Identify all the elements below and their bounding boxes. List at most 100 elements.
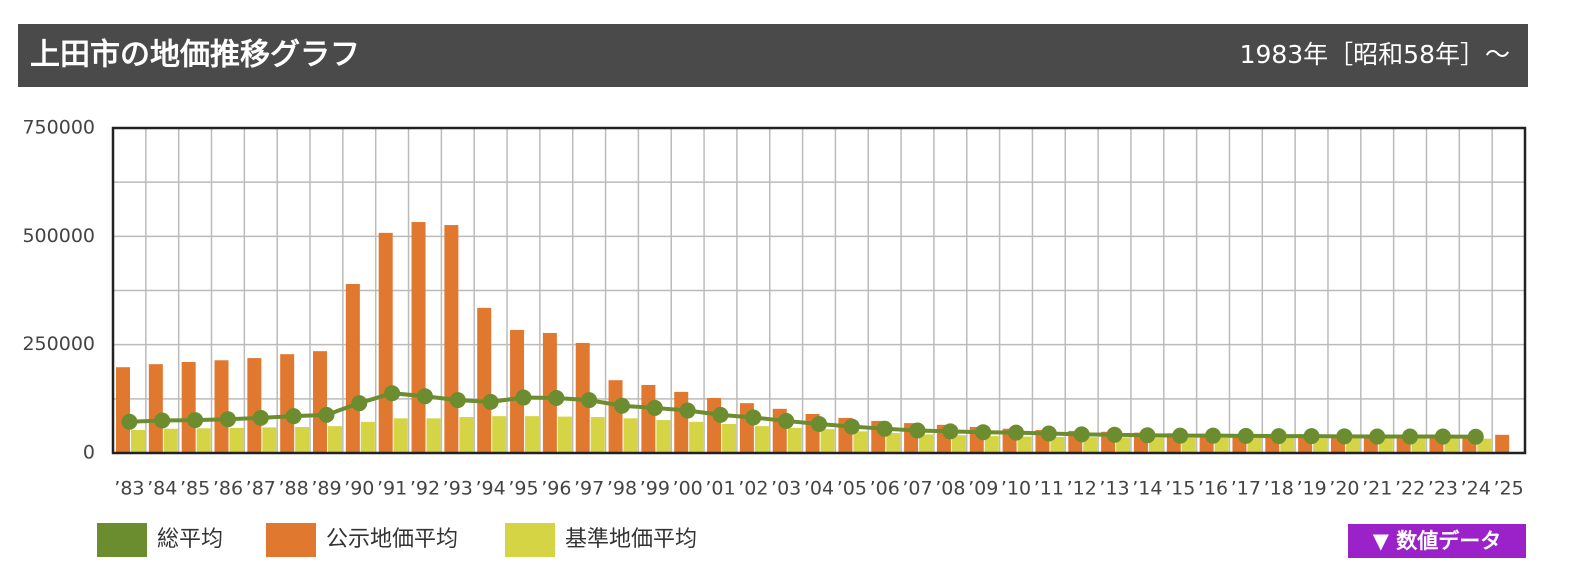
line-marker (1434, 428, 1451, 445)
line-marker (909, 422, 926, 439)
line-marker (154, 412, 171, 429)
line-marker (1040, 425, 1057, 442)
line-marker (778, 412, 795, 429)
x-tick-label: ’95 (508, 478, 538, 500)
y-tick-label: 500000 (22, 225, 95, 247)
bar (707, 397, 722, 453)
x-tick-label: ’12 (1067, 478, 1097, 500)
bar (919, 434, 934, 453)
line-marker (1008, 424, 1025, 441)
legend-swatch (505, 523, 555, 557)
line-marker (679, 402, 696, 419)
x-tick-label: ’25 (1493, 478, 1523, 500)
line-marker (1205, 427, 1222, 444)
bar (328, 426, 343, 453)
line-marker (1369, 428, 1386, 445)
x-tick-label: ’17 (1231, 478, 1261, 500)
x-tick-label: ’87 (246, 478, 276, 500)
line-marker (351, 395, 368, 412)
header-bar (18, 24, 1528, 87)
line-marker (219, 411, 236, 428)
bar (689, 421, 704, 453)
line-marker (811, 415, 827, 432)
bar (131, 430, 145, 453)
bar (360, 421, 375, 453)
line-marker (318, 406, 335, 423)
line-marker (876, 420, 893, 437)
legend-label: 公示地価平均 (326, 527, 458, 552)
bar (163, 428, 178, 453)
bar (722, 423, 737, 453)
x-tick-label: ’13 (1099, 478, 1129, 500)
line-marker (1172, 427, 1189, 444)
bar (674, 391, 689, 453)
x-tick-label: ’22 (1395, 478, 1425, 500)
bar (951, 435, 966, 453)
bar (181, 362, 196, 453)
line-marker (745, 409, 762, 426)
data-button[interactable] (1348, 524, 1526, 558)
bar (820, 429, 835, 453)
line-marker (285, 408, 302, 425)
bar (313, 351, 328, 453)
x-tick-label: ’18 (1264, 478, 1294, 500)
x-tick-label: ’92 (410, 478, 440, 500)
x-tick-label: ’24 (1461, 478, 1491, 500)
x-tick-label: ’02 (738, 478, 768, 500)
line-marker (1073, 426, 1090, 443)
line-marker (384, 385, 401, 402)
bar (116, 367, 130, 453)
x-tick-label: ’16 (1198, 478, 1228, 500)
bar (656, 420, 671, 453)
x-tick-label: ’21 (1362, 478, 1392, 500)
x-tick-label: ’09 (968, 478, 998, 500)
line-marker (482, 393, 499, 410)
header-title: 上田市の地価推移グラフ (30, 38, 360, 73)
line-marker (548, 389, 565, 406)
bar (1050, 436, 1065, 453)
bar (886, 433, 901, 453)
x-tick-label: ’23 (1428, 478, 1458, 500)
legend-swatch (266, 523, 316, 557)
bar (411, 222, 426, 453)
line-marker (252, 409, 269, 426)
line-marker (449, 392, 466, 409)
line-marker (121, 413, 138, 430)
bar (459, 417, 474, 453)
x-tick-label: ’93 (443, 478, 473, 500)
x-tick-label: ’14 (1132, 478, 1162, 500)
line-marker (515, 389, 532, 406)
x-tick-label: ’10 (1001, 478, 1031, 500)
data-button-label[interactable]: ▼ 数値データ (1373, 529, 1501, 553)
bar (229, 427, 244, 453)
x-tick-label: ’85 (180, 478, 210, 500)
bar (641, 384, 656, 453)
bar (787, 427, 802, 453)
x-tick-label: ’19 (1296, 478, 1326, 500)
bar (345, 284, 360, 453)
line-marker (581, 392, 598, 409)
y-tick-label: 250000 (22, 333, 95, 355)
bar (1495, 434, 1510, 453)
bar (214, 360, 229, 453)
bar (510, 329, 525, 453)
legend-label: 基準地価平均 (565, 527, 697, 552)
x-tick-label: ’07 (902, 478, 932, 500)
bar (444, 225, 459, 453)
x-tick-label: ’90 (344, 478, 374, 500)
x-tick-label: ’88 (278, 478, 308, 500)
bar (477, 307, 492, 453)
x-tick-label: ’05 (837, 478, 867, 500)
line-marker (646, 399, 663, 416)
x-tick-label: ’15 (1165, 478, 1195, 500)
bar (247, 358, 262, 453)
bar (148, 364, 163, 453)
bar (378, 232, 393, 453)
bar (984, 436, 999, 453)
y-tick-label: 750000 (22, 117, 95, 139)
bar (295, 427, 310, 453)
line-marker (1303, 428, 1320, 445)
x-tick-label: ’83 (114, 478, 144, 500)
x-tick-label: ’91 (377, 478, 407, 500)
